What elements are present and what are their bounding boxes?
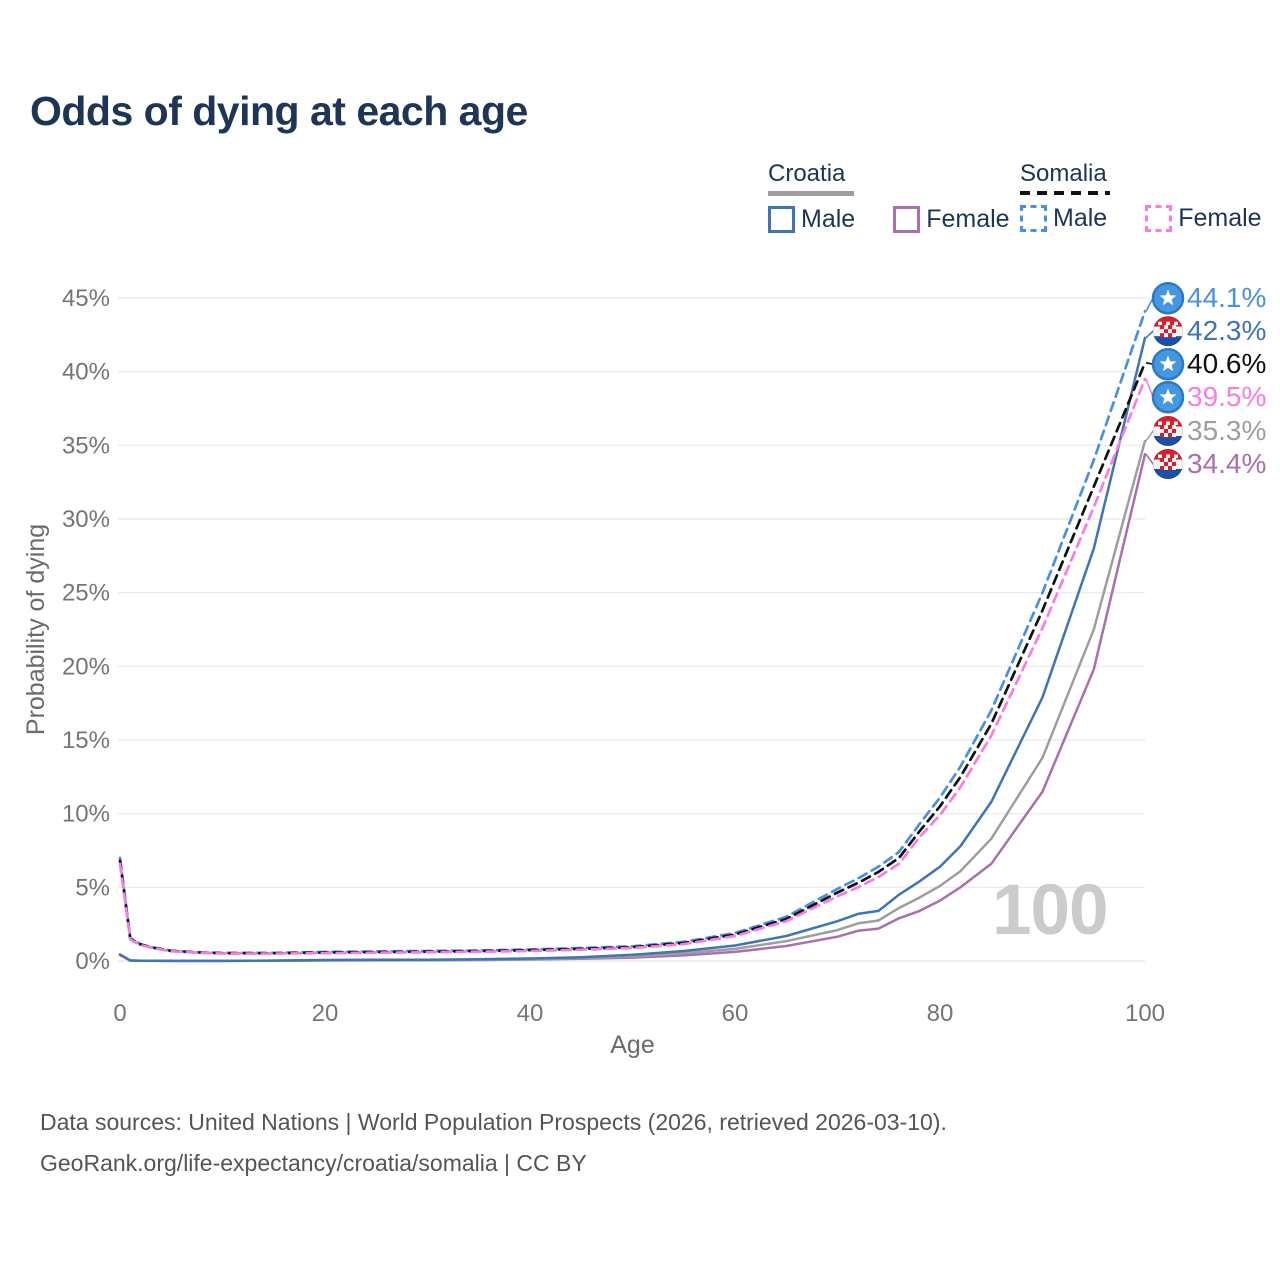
y-tick-label: 20% — [62, 653, 110, 680]
y-tick-label: 35% — [62, 432, 110, 459]
y-tick-label: 45% — [62, 285, 110, 312]
somalia-female-line[interactable] — [118, 377, 1147, 955]
legend-item-croatia-male[interactable]: Male — [768, 205, 855, 234]
somalia-male-line[interactable] — [118, 309, 1147, 955]
legend-group-somalia: Somalia Male Female — [1020, 160, 1262, 233]
legend-group-croatia: Croatia Male Female — [768, 160, 1010, 234]
legend-item-somalia-male[interactable]: Male — [1020, 204, 1107, 233]
x-tick-label: 20 — [312, 1000, 339, 1027]
somalia-female-end-value: 39.5% — [1187, 381, 1266, 412]
somalia-flag-icon — [1151, 380, 1185, 414]
y-tick-label: 30% — [62, 506, 110, 533]
somalia-both-end-value: 40.6% — [1187, 348, 1266, 379]
somalia-flag-icon — [1151, 347, 1185, 381]
somalia-female-swatch-icon — [1145, 205, 1173, 232]
somalia-star — [1159, 388, 1177, 405]
y-tick-label: 0% — [75, 948, 110, 975]
croatia-flag-icon — [1152, 448, 1184, 480]
croatia-male-swatch-icon — [768, 206, 795, 233]
y-tick-label: 25% — [62, 580, 110, 607]
x-axis-title: Age — [610, 1031, 654, 1059]
croatia-male-end-value: 42.3% — [1187, 315, 1266, 346]
legend-label: Male — [1053, 204, 1108, 232]
x-tick-label: 0 — [113, 1000, 126, 1027]
legend-item-somalia-female[interactable]: Female — [1145, 204, 1262, 233]
y-tick-label: 10% — [62, 801, 110, 828]
somalia-line-swatch — [1020, 191, 1110, 195]
x-tick-label: 80 — [927, 1000, 954, 1027]
y-tick-label: 15% — [62, 727, 110, 754]
croatia-flag-icon — [1152, 415, 1184, 447]
somalia-star — [1159, 355, 1177, 372]
x-tick-label: 60 — [722, 1000, 749, 1027]
legend-label: Male — [801, 205, 856, 233]
legend-item-croatia-female[interactable]: Female — [893, 205, 1010, 234]
y-tick-label: 5% — [75, 874, 110, 901]
x-tick-label: 100 — [1125, 1000, 1165, 1027]
footer-sources: Data sources: United Nations | World Pop… — [40, 1109, 947, 1135]
legend-label: Female — [1178, 204, 1262, 232]
y-tick-label: 40% — [62, 359, 110, 386]
somalia-star — [1159, 289, 1177, 306]
croatia-both-end-value: 35.3% — [1187, 415, 1266, 446]
croatia-female-swatch-icon — [893, 206, 921, 233]
somalia-male-swatch-icon — [1020, 205, 1047, 232]
x-tick-label: 40 — [517, 1000, 544, 1027]
page-title: Odds of dying at each age — [30, 88, 528, 134]
footer: Data sources: United Nations | World Pop… — [40, 1102, 947, 1184]
croatia-line-swatch — [768, 191, 854, 196]
somalia-flag-icon — [1151, 281, 1185, 315]
footer-attribution: GeoRank.org/life-expectancy/croatia/soma… — [40, 1150, 587, 1176]
y-axis-title: Probability of dying — [22, 524, 50, 735]
croatia-female-end-value: 34.4% — [1187, 448, 1266, 479]
age-watermark: 100 — [992, 871, 1108, 950]
croatia-flag-icon — [1152, 316, 1184, 347]
somalia-male-end-value: 44.1% — [1187, 282, 1266, 313]
legend-label: Female — [926, 205, 1010, 233]
legend-country-somalia: Somalia — [1020, 160, 1107, 187]
legend-country-croatia: Croatia — [768, 160, 846, 187]
croatia-male-line[interactable] — [118, 336, 1147, 963]
